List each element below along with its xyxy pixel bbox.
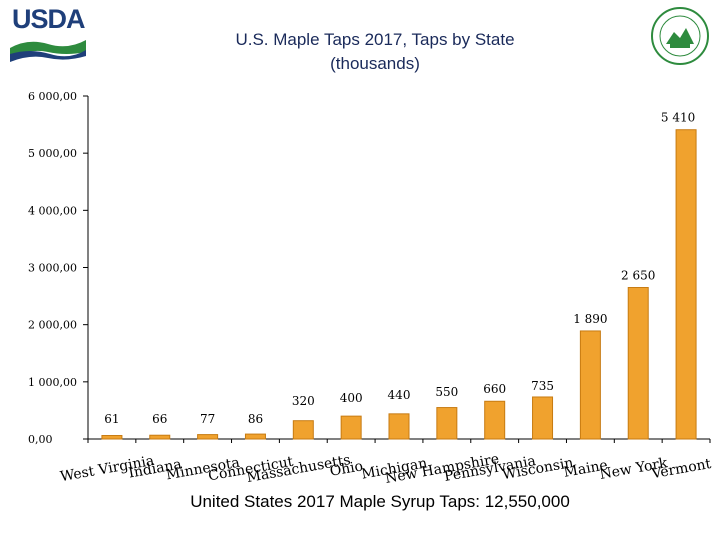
bar-connecticut (244, 433, 266, 440)
bar-value-label: 1 890 (573, 312, 607, 326)
chart-title-line-2: (thousands) (330, 54, 420, 73)
total-taps-summary: United States 2017 Maple Syrup Taps: 12,… (190, 492, 570, 511)
bar-value-label: 735 (531, 379, 554, 393)
bar-value-label: 550 (435, 385, 458, 399)
y-tick-label: 5 000,00 (28, 147, 77, 160)
bar-value-label: 86 (248, 412, 263, 426)
bar-vermont (675, 129, 697, 440)
bar-massachusetts (292, 420, 314, 440)
y-tick-label: 1 000,00 (28, 376, 77, 389)
bar-minnesota (197, 434, 219, 440)
y-tick-label: 6 000,00 (28, 90, 77, 103)
usda-logo (8, 8, 88, 62)
bar-new-york (627, 287, 649, 440)
agriculture-counts-seal (651, 7, 709, 65)
chart-title: U.S. Maple Taps 2017, Taps by State (tho… (170, 28, 580, 76)
bar-ohio (340, 415, 362, 440)
bar-value-label: 400 (340, 391, 363, 405)
bar-wisconsin (532, 396, 554, 440)
bar-indiana (149, 434, 171, 440)
bar-value-label: 2 650 (621, 269, 655, 283)
bar-value-label: 61 (104, 412, 119, 426)
y-tick-label: 0,00 (28, 433, 53, 446)
bar-value-label: 320 (292, 394, 315, 408)
y-tick-label: 3 000,00 (28, 262, 77, 275)
bar-value-label: 440 (388, 388, 411, 402)
usda-logo-text: USDA (12, 4, 86, 34)
maple-taps-bar-chart: 0,00 1 000,00 2 000,00 3 000,00 4 000,00 5 00… (28, 90, 713, 487)
bar-value-label: 77 (200, 412, 215, 426)
y-tick-label: 4 000,00 (28, 204, 77, 217)
bar-michigan (388, 413, 410, 440)
bar-maine (579, 330, 601, 440)
y-tick-label: 2 000,00 (28, 319, 77, 332)
bar-new-hampshire (436, 407, 458, 440)
bar-value-label: 5 410 (661, 111, 695, 125)
bar-value-label: 66 (152, 412, 167, 426)
category-label: Ohio (329, 458, 365, 480)
bar-west-virginia (101, 435, 123, 440)
bar-pennsylvania (484, 400, 506, 440)
category-label: Maine (562, 457, 609, 480)
bar-value-label: 660 (483, 382, 506, 396)
chart-title-line-1: U.S. Maple Taps 2017, Taps by State (235, 30, 515, 49)
